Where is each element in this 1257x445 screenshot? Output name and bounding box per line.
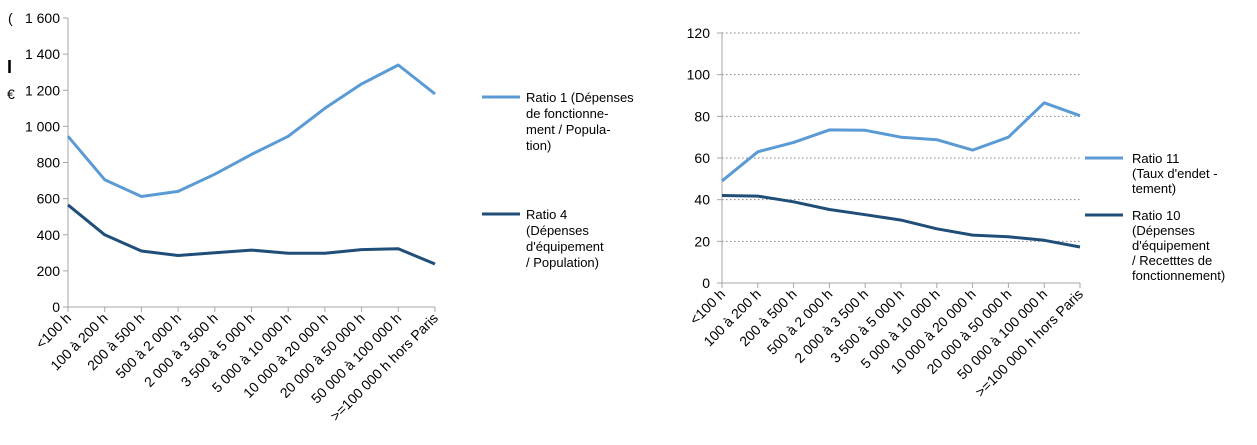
clipped-fragment-euro: € [7,86,15,102]
y-tick-label: 100 [687,67,711,83]
legend-label-2: (Dépenses [526,223,589,238]
legend-label-2: fonctionnement) [1132,268,1225,283]
legend-label-2: d'équipement [526,239,604,254]
y-tick-label: 1 600 [25,10,60,26]
legend-label-2: d'équipement [1132,238,1210,253]
legend-label-1: tement) [1132,181,1176,196]
y-tick-label: 80 [694,108,710,124]
y-tick-label: 800 [37,155,61,171]
left-chart-x-ticks [67,307,436,312]
series-line-1 [721,101,1081,183]
right-chart-series [721,101,1081,249]
legend-label-2: Ratio 4 [526,207,567,222]
right-chart-y-ticks: 0 20 40 60 80 100 120 [687,25,722,291]
left-line-chart: 0 200 400 600 800 1 000 1 200 1 400 1 600 <100 h… [25,10,634,424]
clipped-fragment-letter: I [7,57,12,77]
y-tick-label: 400 [37,227,61,243]
legend-label-2: (Dépenses [1132,223,1195,238]
y-tick-label: 1 200 [25,82,60,98]
left-chart-series [66,63,436,266]
y-tick-label: 20 [694,233,710,249]
left-chart-y-ticks: 0 200 400 600 800 1 000 1 200 1 400 1 600 [25,10,68,315]
clipped-fragment-paren: ( [8,10,13,26]
legend-label-1: ment / Popula- [526,122,611,137]
y-tick-label: 1 400 [25,46,60,62]
y-tick-label: 120 [687,25,711,41]
y-tick-label: 1 000 [25,118,60,134]
right-chart-legend: Ratio 11(Taux d'endet -tement) Ratio 10(D… [1085,151,1225,283]
legend-label-1: (Taux d'endet - [1132,166,1218,181]
legend-label-1: Ratio 11 [1132,151,1179,166]
legend-label-1: de fonctionne- [526,106,608,121]
series-line-1 [66,63,436,198]
series-line-2 [721,194,1081,249]
legend-label-2: / Recetttes de [1132,253,1212,268]
legend-label-2: / Population) [526,255,599,270]
series-line-2 [67,203,436,266]
legend-label-1: tion) [526,138,551,153]
y-tick-label: 600 [37,191,61,207]
y-tick-label: 60 [694,150,710,166]
y-tick-label: 0 [52,299,60,315]
y-tick-label: 40 [694,192,710,208]
right-chart-x-ticks [721,283,1081,288]
legend-label-1: Ratio 1 (Dépenses [526,90,634,105]
legend-label-2: Ratio 10 [1132,208,1180,223]
y-tick-label: 0 [702,275,710,291]
y-tick-label: 200 [37,263,61,279]
